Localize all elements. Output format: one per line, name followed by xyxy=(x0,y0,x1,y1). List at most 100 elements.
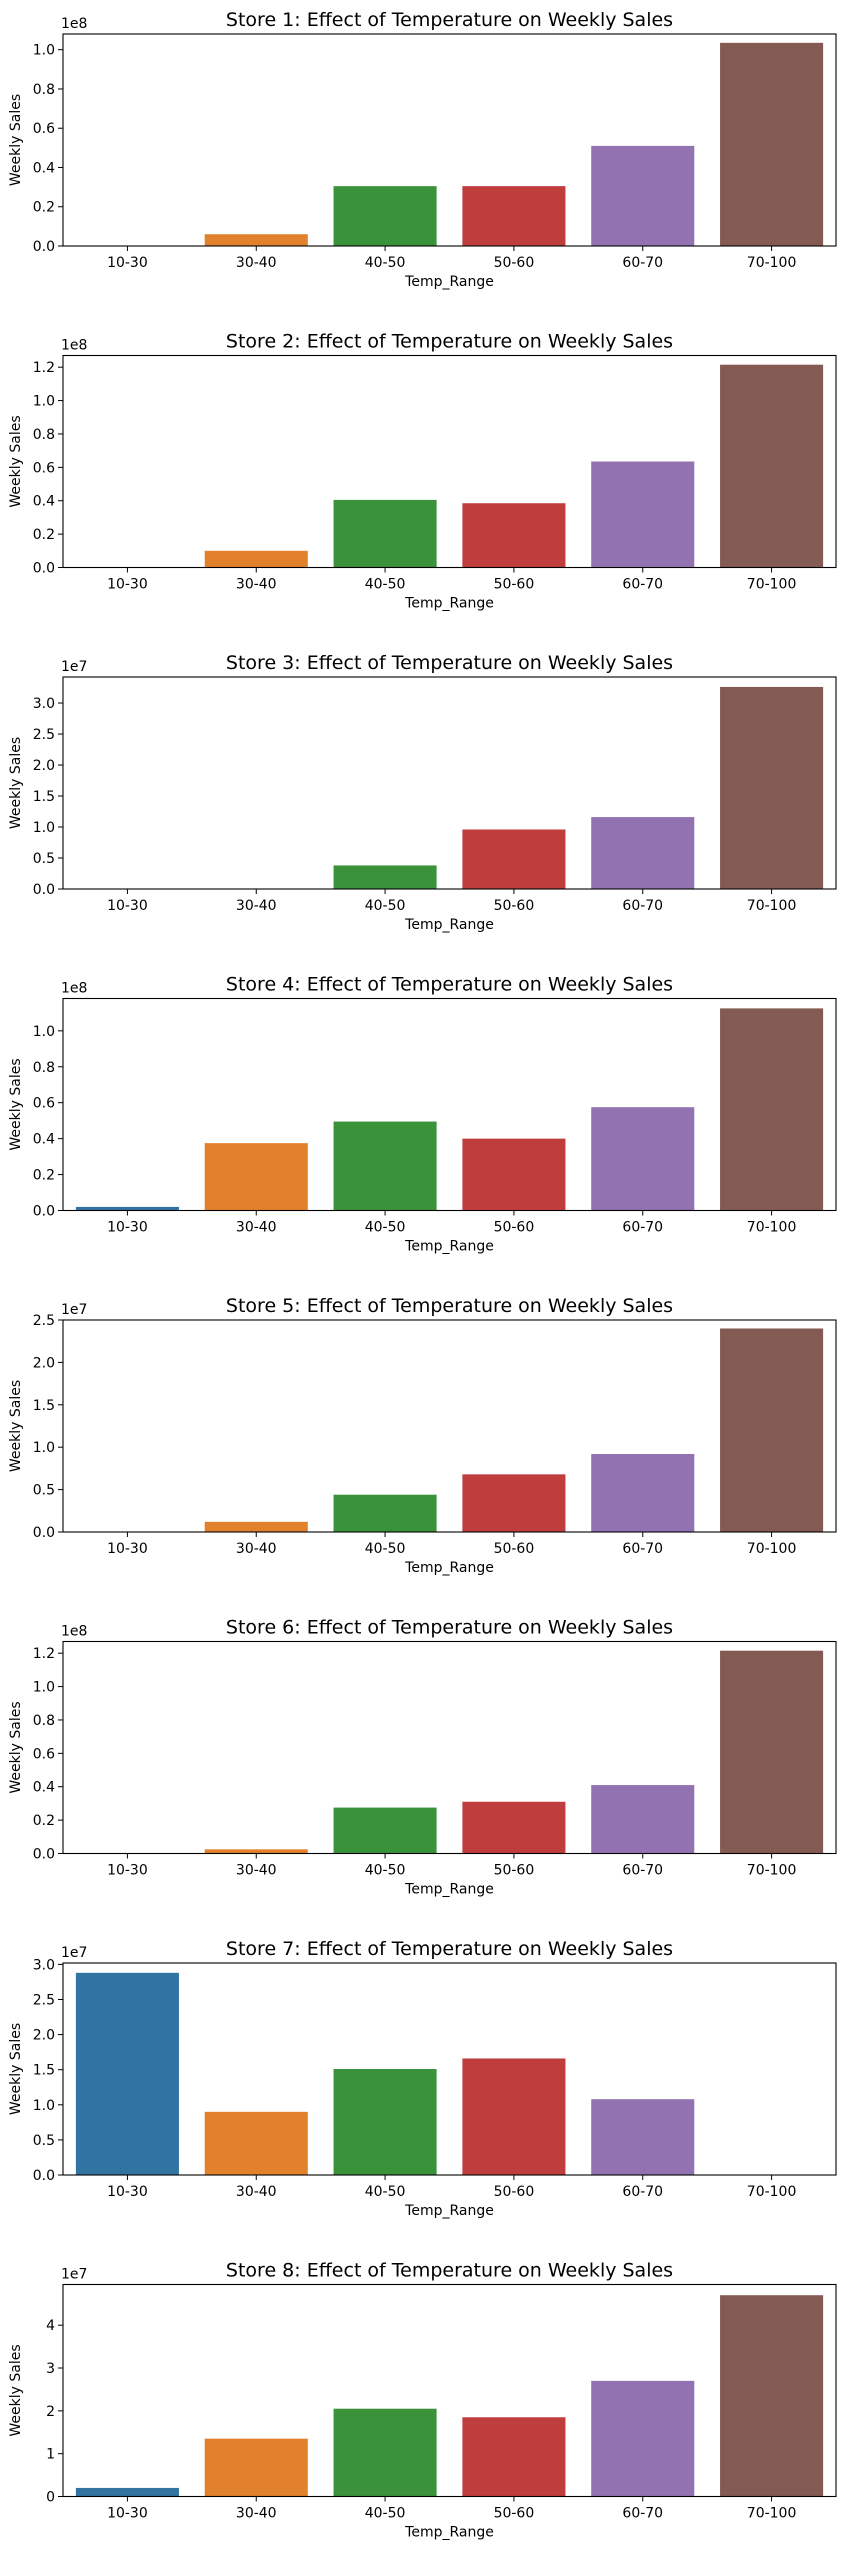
plot-frame xyxy=(62,1319,837,1533)
y-tick-label: 1.5 xyxy=(33,1398,55,1414)
x-tick-label: 40-50 xyxy=(365,2184,406,2200)
y-tick-label: 0.8 xyxy=(33,1713,55,1729)
plot-frame xyxy=(62,2283,837,2498)
x-tick-label: 30-40 xyxy=(236,1541,277,1557)
x-axis-label: Temp_Range xyxy=(404,1560,494,1576)
y-tick-label: 2.5 xyxy=(33,1313,55,1329)
y-tick-label: 3.0 xyxy=(33,1957,55,1973)
x-axis-label: Temp_Range xyxy=(404,1239,494,1255)
plot-frame xyxy=(62,676,837,890)
x-tick-label: 70-100 xyxy=(747,577,797,593)
bar-40-50 xyxy=(333,499,437,568)
bar-60-70 xyxy=(591,2099,695,2175)
y-tick-label: 0.2 xyxy=(33,1168,55,1184)
x-tick-label: 10-30 xyxy=(107,577,148,593)
x-axis-label: Temp_Range xyxy=(404,2203,494,2219)
y-tick-label: 0.6 xyxy=(33,1096,55,1112)
y-axis-offset-label: 1e8 xyxy=(61,338,87,354)
x-tick-label: 40-50 xyxy=(365,2506,406,2522)
y-tick-label: 4 xyxy=(46,2318,55,2334)
x-tick-label: 70-100 xyxy=(747,2506,797,2522)
chart-title: Store 2: Effect of Temperature on Weekly… xyxy=(226,331,673,353)
y-axis-offset-label: 1e8 xyxy=(61,981,87,997)
chart-title: Store 7: Effect of Temperature on Weekly… xyxy=(226,1938,673,1960)
y-tick-label: 0.0 xyxy=(33,1847,55,1863)
bar-40-50 xyxy=(333,186,437,246)
y-tick-label: 0.4 xyxy=(33,160,55,176)
bar-30-40 xyxy=(204,1849,308,1854)
y-axis-offset-label: 1e7 xyxy=(61,659,87,675)
x-tick-label: 30-40 xyxy=(236,2184,277,2200)
bar-30-40 xyxy=(204,234,308,246)
bar-50-60 xyxy=(462,1474,566,1532)
subplot-store-2: Store 2: Effect of Temperature on Weekly… xyxy=(8,331,837,612)
bar-40-50 xyxy=(333,2408,437,2497)
y-tick-label: 3.0 xyxy=(33,696,55,712)
x-tick-label: 70-100 xyxy=(747,1863,797,1879)
x-tick-label: 70-100 xyxy=(747,255,797,271)
x-tick-label: 50-60 xyxy=(494,577,535,593)
y-axis-offset-label: 1e8 xyxy=(61,16,87,32)
y-tick-label: 3 xyxy=(46,2361,55,2377)
bar-30-40 xyxy=(204,1521,308,1532)
y-axis-offset-label: 1e7 xyxy=(61,2267,87,2283)
bar-60-70 xyxy=(591,1453,695,1532)
x-tick-label: 50-60 xyxy=(494,2184,535,2200)
bar-50-60 xyxy=(462,186,566,246)
plot-frame xyxy=(62,354,837,569)
subplot-store-4: Store 4: Effect of Temperature on Weekly… xyxy=(8,974,837,1255)
bar-10-30 xyxy=(75,1206,179,1211)
chart-title: Store 3: Effect of Temperature on Weekly… xyxy=(226,652,673,674)
bar-70-100 xyxy=(720,686,824,889)
x-tick-label: 50-60 xyxy=(494,255,535,271)
y-tick-label: 1.2 xyxy=(33,1646,55,1662)
bar-30-40 xyxy=(204,1143,308,1211)
y-tick-label: 0.2 xyxy=(33,1813,55,1829)
bar-70-100 xyxy=(720,364,824,568)
bar-70-100 xyxy=(720,1328,824,1532)
bar-60-70 xyxy=(591,461,695,568)
bar-60-70 xyxy=(591,1107,695,1211)
x-tick-label: 30-40 xyxy=(236,577,277,593)
x-axis-label: Temp_Range xyxy=(404,274,494,290)
x-tick-label: 30-40 xyxy=(236,1863,277,1879)
bar-70-100 xyxy=(720,42,824,246)
y-tick-label: 0.0 xyxy=(33,1204,55,1220)
y-axis-label: Weekly Sales xyxy=(8,1701,24,1793)
y-tick-label: 1.5 xyxy=(33,789,55,805)
x-tick-label: 10-30 xyxy=(107,1863,148,1879)
bar-70-100 xyxy=(720,1008,824,1211)
bar-10-30 xyxy=(75,2487,179,2497)
bar-30-40 xyxy=(204,550,308,568)
plot-frame xyxy=(62,33,837,247)
chart-title: Store 4: Effect of Temperature on Weekly… xyxy=(226,974,673,996)
x-tick-label: 70-100 xyxy=(747,898,797,914)
x-tick-label: 70-100 xyxy=(747,2184,797,2200)
subplot-store-1: Store 1: Effect of Temperature on Weekly… xyxy=(8,9,837,290)
x-axis-label: Temp_Range xyxy=(404,596,494,612)
x-tick-label: 60-70 xyxy=(622,255,663,271)
x-axis-label: Temp_Range xyxy=(404,917,494,933)
y-tick-label: 2.0 xyxy=(33,1355,55,1371)
x-tick-label: 60-70 xyxy=(622,1541,663,1557)
y-tick-label: 0.5 xyxy=(33,2133,55,2149)
y-tick-label: 2.5 xyxy=(33,727,55,743)
x-tick-label: 30-40 xyxy=(236,2506,277,2522)
y-tick-label: 0.5 xyxy=(33,1483,55,1499)
y-tick-label: 0.0 xyxy=(33,2168,55,2184)
y-axis-label: Weekly Sales xyxy=(8,737,24,829)
y-tick-label: 1.0 xyxy=(33,820,55,836)
y-tick-label: 0.4 xyxy=(33,1780,55,1796)
y-tick-label: 2.5 xyxy=(33,1993,55,2009)
y-tick-label: 0.5 xyxy=(33,851,55,867)
x-tick-label: 10-30 xyxy=(107,255,148,271)
y-tick-label: 0 xyxy=(46,2490,55,2506)
x-tick-label: 60-70 xyxy=(622,1220,663,1236)
x-tick-label: 50-60 xyxy=(494,898,535,914)
subplot-store-6: Store 6: Effect of Temperature on Weekly… xyxy=(8,1617,837,1898)
bar-30-40 xyxy=(204,2111,308,2175)
x-axis-label: Temp_Range xyxy=(404,1882,494,1898)
y-tick-label: 1.2 xyxy=(33,360,55,376)
y-tick-label: 1.0 xyxy=(33,43,55,59)
